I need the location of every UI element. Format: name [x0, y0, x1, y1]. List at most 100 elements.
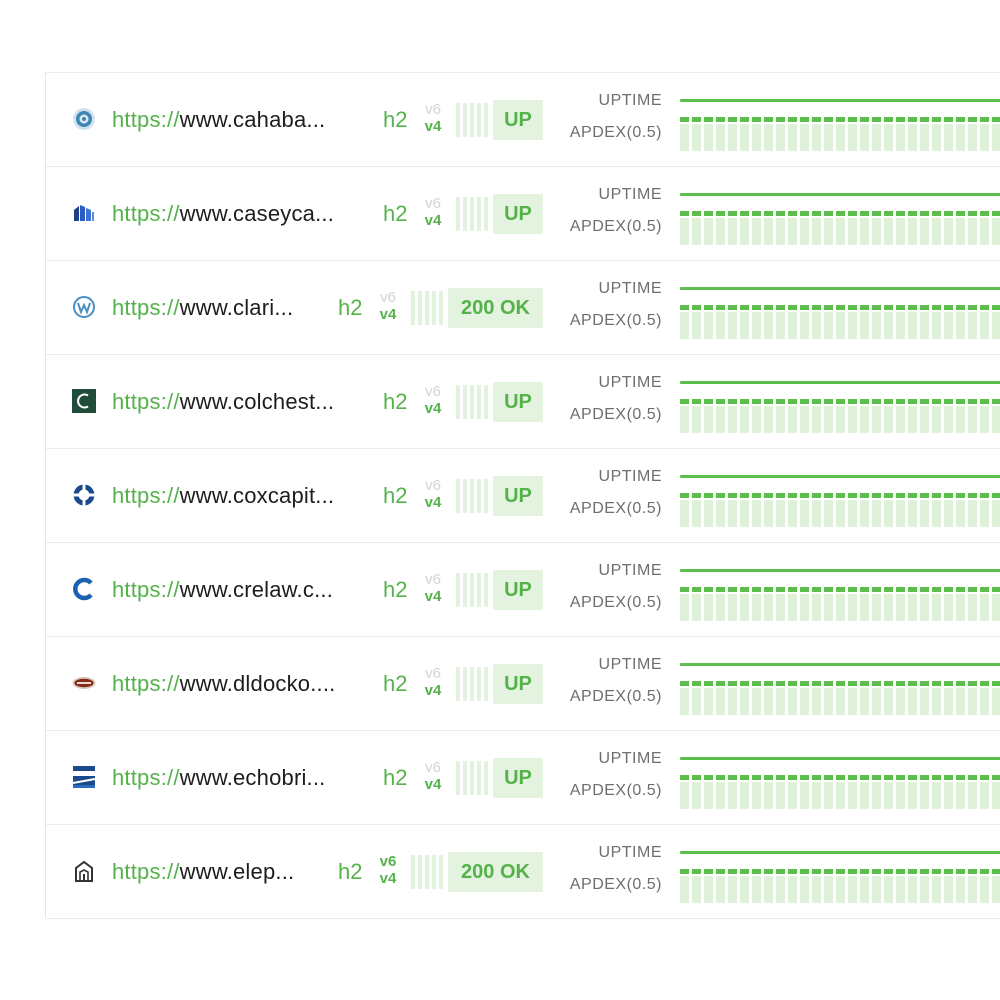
monitor-row[interactable]: https://www.dldocko.... h2 v6 v4 UP UPTI…: [46, 637, 1000, 731]
monitor-row[interactable]: https://www.echobri... h2 v6 v4 UP UPTIM…: [46, 731, 1000, 825]
protocol-label: h2: [338, 295, 363, 320]
apdex-graph[interactable]: [680, 493, 1000, 527]
ipv4-label: v4: [424, 776, 442, 793]
protocol-label: h2: [338, 859, 363, 884]
uptime-graph[interactable]: [680, 475, 1000, 478]
uptime-graph[interactable]: [680, 99, 1000, 102]
uptime-label: UPTIME: [598, 468, 662, 485]
protocol-label: h2: [383, 483, 408, 508]
apdex-graph[interactable]: [680, 775, 1000, 809]
ipv4-label: v4: [379, 306, 397, 323]
status-badge: 200 OK: [448, 852, 543, 892]
url-host: www.dldocko....: [179, 671, 336, 696]
url-scheme: https://: [112, 295, 180, 320]
response-ticks: [456, 103, 490, 137]
echobri-logo-icon: [72, 766, 96, 788]
monitor-url[interactable]: https://www.dldocko....: [112, 670, 335, 698]
ipv6-label: v6: [425, 759, 441, 776]
uptime-graph[interactable]: [680, 193, 1000, 196]
ipv6-label: v6: [379, 853, 397, 870]
uptime-graph[interactable]: [680, 381, 1000, 384]
ip-version: v6 v4: [377, 853, 399, 887]
apdex-graph[interactable]: [680, 211, 1000, 245]
uptime-graph[interactable]: [680, 663, 1000, 666]
apdex-label: APDEX(0.5): [569, 312, 662, 329]
status-badge: UP: [493, 758, 543, 798]
protocol-label: h2: [383, 201, 408, 226]
monitor-url[interactable]: https://www.clari...: [112, 294, 293, 322]
ipv4-label: v4: [424, 118, 442, 135]
apdex-label: APDEX(0.5): [569, 124, 662, 141]
apdex-graph[interactable]: [680, 587, 1000, 621]
ipv4-label: v4: [424, 588, 442, 605]
uptime-label: UPTIME: [598, 656, 662, 673]
uptime-label: UPTIME: [598, 186, 662, 203]
url-scheme: https://: [112, 201, 180, 226]
ip-version: v6 v4: [422, 759, 444, 793]
uptime-graph[interactable]: [680, 851, 1000, 854]
protocol-label: h2: [383, 577, 408, 602]
url-scheme: https://: [112, 765, 180, 790]
uptime-label: UPTIME: [598, 92, 662, 109]
ipv4-label: v4: [424, 400, 442, 417]
dldocko-logo-icon: [72, 677, 96, 689]
monitor-url[interactable]: https://www.crelaw.c...: [112, 576, 333, 604]
ip-version: v6 v4: [422, 383, 444, 417]
url-host: www.colchest...: [179, 389, 335, 414]
url-host: www.caseyca...: [179, 201, 335, 226]
monitor-row[interactable]: https://www.crelaw.c... h2 v6 v4 UP UPTI…: [46, 543, 1000, 637]
clari-logo-icon: [73, 296, 95, 318]
apdex-label: APDEX(0.5): [569, 782, 662, 799]
url-scheme: https://: [112, 577, 180, 602]
ipv4-label: v4: [424, 682, 442, 699]
apdex-graph[interactable]: [680, 869, 1000, 903]
uptime-label: UPTIME: [598, 374, 662, 391]
monitor-url[interactable]: https://www.elep...: [112, 858, 294, 886]
monitor-url[interactable]: https://www.cahaba...: [112, 106, 325, 134]
url-host: www.clari...: [179, 295, 294, 320]
protocol-label: h2: [383, 107, 408, 132]
url-host: www.coxcapit...: [179, 483, 335, 508]
uptime-label: UPTIME: [598, 280, 662, 297]
apdex-graph[interactable]: [680, 117, 1000, 151]
status-badge: UP: [493, 664, 543, 704]
caseyca-logo-icon: [74, 205, 94, 221]
uptime-graph[interactable]: [680, 569, 1000, 572]
response-ticks: [411, 291, 445, 325]
monitor-url[interactable]: https://www.colchest...: [112, 388, 334, 416]
ipv6-label: v6: [425, 383, 441, 400]
monitor-row[interactable]: https://www.caseyca... h2 v6 v4 UP UPTIM…: [46, 167, 1000, 261]
response-ticks: [456, 385, 490, 419]
ip-version: v6 v4: [422, 571, 444, 605]
response-ticks: [456, 761, 490, 795]
uptime-label: UPTIME: [598, 562, 662, 579]
ipv4-label: v4: [424, 494, 442, 511]
monitor-url[interactable]: https://www.echobri...: [112, 764, 326, 792]
ipv6-label: v6: [380, 289, 396, 306]
monitor-row[interactable]: https://www.coxcapit... h2 v6 v4 UP UPTI…: [46, 449, 1000, 543]
uptime-graph[interactable]: [680, 757, 1000, 760]
url-host: www.cahaba...: [179, 107, 326, 132]
monitor-row[interactable]: https://www.colchest... h2 v6 v4 UP UPTI…: [46, 355, 1000, 449]
uptime-label: UPTIME: [598, 844, 662, 861]
protocol-label: h2: [383, 389, 408, 414]
monitor-url[interactable]: https://www.coxcapit...: [112, 482, 334, 510]
monitor-row[interactable]: https://www.cahaba... h2 v6 v4 UP UPTIME…: [46, 73, 1000, 167]
url-scheme: https://: [112, 389, 180, 414]
coxcapit-logo-icon: [72, 483, 96, 507]
apdex-label: APDEX(0.5): [569, 406, 662, 423]
url-scheme: https://: [112, 859, 180, 884]
crelaw-logo-icon: [73, 577, 93, 601]
apdex-graph[interactable]: [680, 681, 1000, 715]
uptime-graph[interactable]: [680, 287, 1000, 290]
ip-version: v6 v4: [422, 477, 444, 511]
monitor-row[interactable]: https://www.clari... h2 v6 v4 200 OK UPT…: [46, 261, 1000, 355]
response-ticks: [411, 855, 445, 889]
apdex-graph[interactable]: [680, 305, 1000, 339]
apdex-graph[interactable]: [680, 399, 1000, 433]
colchest-logo-icon: [72, 389, 96, 413]
monitor-row[interactable]: https://www.elep... h2 v6 v4 200 OK UPTI…: [46, 825, 1000, 919]
uptime-label: UPTIME: [598, 750, 662, 767]
response-ticks: [456, 667, 490, 701]
monitor-url[interactable]: https://www.caseyca...: [112, 200, 334, 228]
